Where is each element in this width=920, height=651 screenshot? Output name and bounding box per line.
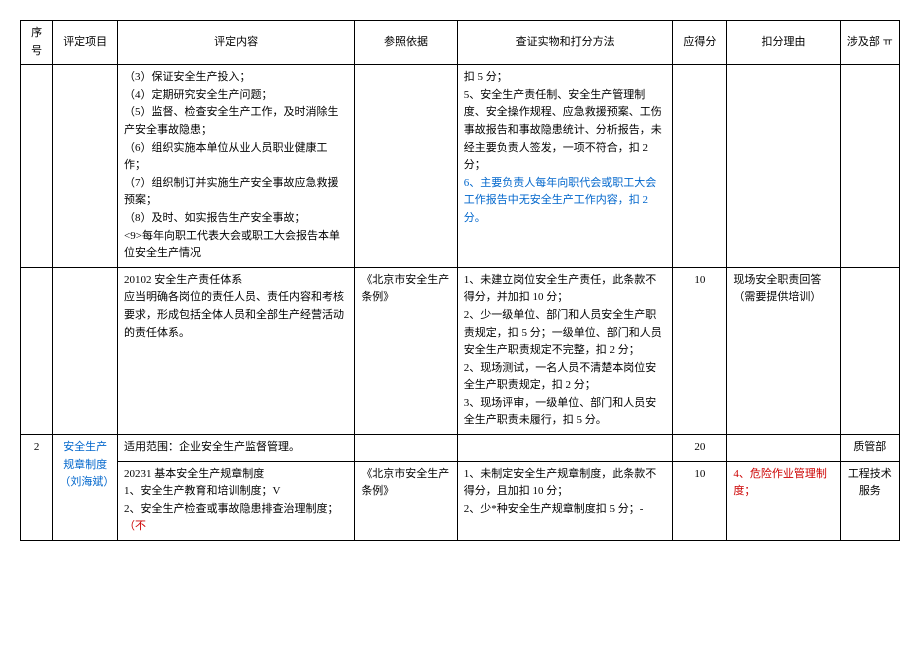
header-item: 评定项目 bbox=[53, 21, 118, 65]
cell-content: 20102 安全生产责任体系应当明确各岗位的责任人员、责任内容和考核要求，形成包… bbox=[118, 267, 355, 434]
cell-score: 20 bbox=[673, 435, 727, 462]
cell-verify bbox=[457, 435, 673, 462]
table-row: 2安全生产规章制度（刘海斌）适用范围：企业安全生产监督管理。20质管部 bbox=[21, 435, 900, 462]
cell-seq: 2 bbox=[21, 435, 53, 541]
cell-item bbox=[53, 267, 118, 434]
header-dept: 涉及部 ㅠ bbox=[840, 21, 899, 65]
cell-reason: 4、危险作业管理制度； bbox=[727, 461, 840, 540]
cell-content: 适用范围：企业安全生产监督管理。 bbox=[118, 435, 355, 462]
cell-content: （3）保证安全生产投入；（4）定期研究安全生产问题；（5）监督、检查安全生产工作… bbox=[118, 65, 355, 268]
cell-reason bbox=[727, 65, 840, 268]
cell-dept bbox=[840, 65, 899, 268]
cell-score bbox=[673, 65, 727, 268]
cell-score: 10 bbox=[673, 461, 727, 540]
header-content: 评定内容 bbox=[118, 21, 355, 65]
header-seq: 序号 bbox=[21, 21, 53, 65]
cell-ref bbox=[355, 435, 457, 462]
table-row: 20231 基本安全生产规章制度1、安全生产教育和培训制度；V2、安全生产检查或… bbox=[21, 461, 900, 540]
header-ref: 参照依据 bbox=[355, 21, 457, 65]
header-reason: 扣分理由 bbox=[727, 21, 840, 65]
cell-ref: 《北京市安全生产条例》 bbox=[355, 461, 457, 540]
table-row: （3）保证安全生产投入；（4）定期研究安全生产问题；（5）监督、检查安全生产工作… bbox=[21, 65, 900, 268]
cell-ref bbox=[355, 65, 457, 268]
cell-reason bbox=[727, 435, 840, 462]
cell-verify: 扣 5 分；5、安全生产责任制、安全生产管理制度、安全操作规程、应急救援预案、工… bbox=[457, 65, 673, 268]
cell-dept: 质管部 bbox=[840, 435, 899, 462]
cell-reason: 现场安全职责回答（需要提供培训） bbox=[727, 267, 840, 434]
cell-seq bbox=[21, 65, 53, 268]
cell-dept: 工程技术服务 bbox=[840, 461, 899, 540]
cell-verify: 1、未建立岗位安全生产责任，此条款不得分，并加扣 10 分；2、少一级单位、部门… bbox=[457, 267, 673, 434]
cell-score: 10 bbox=[673, 267, 727, 434]
evaluation-table: 序号 评定项目 评定内容 参照依据 查证实物和打分方法 应得分 扣分理由 涉及部… bbox=[20, 20, 900, 541]
cell-verify: 1、未制定安全生产规章制度，此条款不得分，且加扣 10 分；2、少*种安全生产规… bbox=[457, 461, 673, 540]
cell-item bbox=[53, 65, 118, 268]
header-verify: 查证实物和打分方法 bbox=[457, 21, 673, 65]
cell-dept bbox=[840, 267, 899, 434]
cell-content: 20231 基本安全生产规章制度1、安全生产教育和培训制度；V2、安全生产检查或… bbox=[118, 461, 355, 540]
cell-ref: 《北京市安全生产条例》 bbox=[355, 267, 457, 434]
header-row: 序号 评定项目 评定内容 参照依据 查证实物和打分方法 应得分 扣分理由 涉及部… bbox=[21, 21, 900, 65]
cell-item: 安全生产规章制度（刘海斌） bbox=[53, 435, 118, 541]
table-row: 20102 安全生产责任体系应当明确各岗位的责任人员、责任内容和考核要求，形成包… bbox=[21, 267, 900, 434]
cell-seq bbox=[21, 267, 53, 434]
header-score: 应得分 bbox=[673, 21, 727, 65]
